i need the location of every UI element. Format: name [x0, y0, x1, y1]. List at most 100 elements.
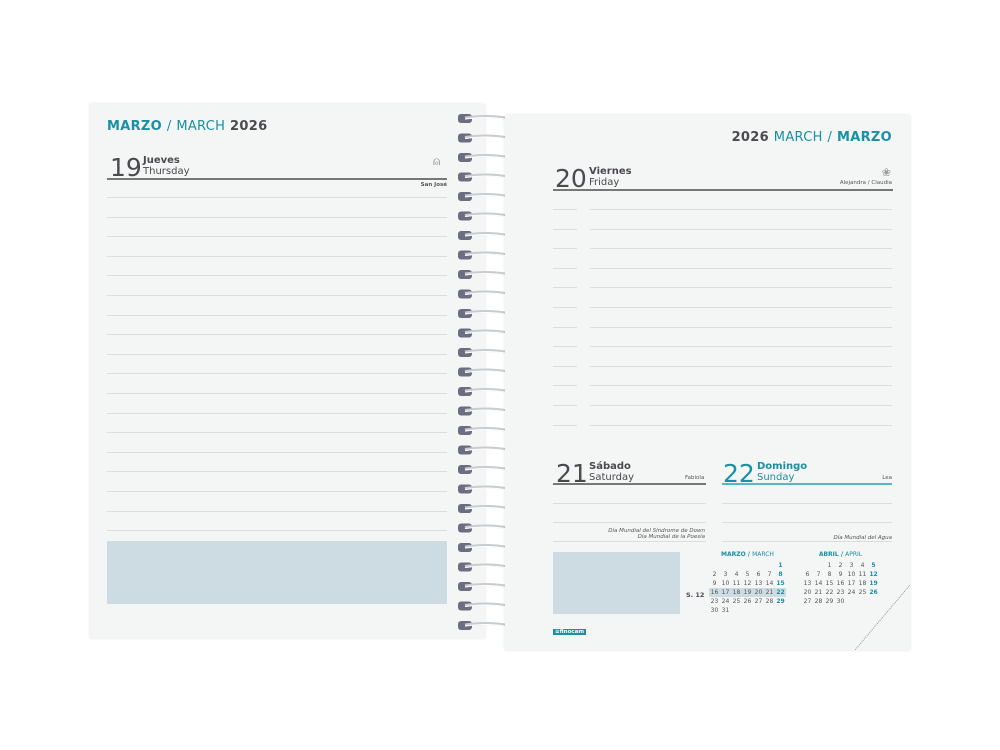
note: Día Mundial de la Poesía — [637, 534, 705, 540]
writing-line — [107, 432, 447, 434]
calendar-day: 6 — [756, 571, 761, 578]
calendar-day: 23 — [710, 598, 719, 605]
day-es: Domingo — [757, 461, 808, 472]
writing-line — [107, 236, 447, 238]
calendar-day: 8 — [827, 571, 832, 578]
writing-line — [553, 287, 577, 289]
calendar-day: 20 — [753, 588, 764, 597]
calendar-day — [709, 561, 720, 570]
calendar-day: 15 — [825, 580, 834, 587]
writing-line — [107, 216, 447, 218]
calendar-week: 20 21 22 23 24 25 26 — [802, 588, 879, 597]
calendar-day: 17 — [847, 580, 856, 587]
calendar-week: 6 7 8 9 10 11 12 — [802, 570, 879, 579]
writing-line — [590, 365, 892, 367]
day-name: Viernes Friday — [589, 166, 632, 188]
calendar-week: 16 17 18 19 20 21 22 — [709, 588, 786, 597]
calendar-day: 13 — [803, 580, 812, 587]
calendar-day: 29 — [825, 598, 834, 605]
calendar-day: 5 — [871, 562, 876, 569]
writing-line — [553, 405, 577, 406]
month-es: MARZO — [107, 119, 162, 134]
calendar-day: 2 — [838, 562, 843, 569]
calendar-day: 14 — [765, 580, 774, 587]
calendar-day: 29 — [776, 598, 785, 605]
month-title: MARZO / MARCH 2026 — [107, 119, 267, 134]
calendar-day: 3 — [723, 571, 728, 578]
writing-line — [107, 451, 447, 453]
calendar-day — [720, 561, 731, 570]
saint-name: San José — [420, 182, 447, 188]
calendar-day — [742, 561, 753, 570]
day-number: 19 — [110, 153, 142, 182]
writing-line — [107, 295, 447, 296]
cal-title: ABRIL / APRIL — [818, 551, 863, 558]
day-rule — [722, 483, 892, 485]
calendar-day: 1 — [827, 562, 832, 569]
mini-calendar-april: ABRIL / APRIL 1 2 3 4 5 6 7 8 9 10 11 12 13 14 15 16 17 1… — [802, 551, 879, 606]
calendar-day — [753, 561, 764, 570]
calendar-day — [764, 561, 775, 570]
calendar-day: 21 — [764, 588, 775, 597]
calendar-day: 9 — [838, 571, 843, 578]
calendar-day: 14 — [814, 580, 823, 587]
writing-line — [107, 393, 447, 394]
calendar-day: 2 — [712, 571, 717, 578]
calendar-day: 25 — [858, 589, 867, 596]
calendar-day: 19 — [742, 588, 753, 597]
calendar-day: 1 — [778, 562, 783, 569]
day-en: Friday — [589, 177, 620, 188]
calendar-day: 20 — [803, 589, 812, 596]
calendar-day: 31 — [721, 607, 730, 614]
day-en: Sunday — [757, 472, 795, 483]
calendar-day: 28 — [814, 598, 823, 605]
calendar-day: 28 — [765, 598, 774, 605]
calendar-day: 18 — [731, 588, 742, 597]
sep: / — [827, 130, 833, 145]
calendar-day: 22 — [825, 589, 834, 596]
calendar-day: 21 — [814, 589, 823, 596]
calendar-day: 27 — [803, 598, 812, 605]
week-label: S. 12 — [686, 591, 705, 599]
month-en: MARCH — [773, 130, 823, 145]
mini-calendar-march: MARZO / MARCH 1 2 3 4 5 6 7 8 9 10 11 12 13 14 15 16 17 1… — [709, 551, 786, 615]
calendar-day: 12 — [743, 580, 752, 587]
writing-line — [107, 197, 447, 198]
writing-line — [590, 326, 892, 328]
notes-box[interactable] — [553, 552, 680, 614]
writing-line — [590, 209, 892, 210]
calendar-day: 25 — [732, 598, 741, 605]
calendar-day: 26 — [743, 598, 752, 605]
calendar-week: 9 10 11 12 13 14 15 — [709, 579, 786, 588]
calendar-day: 15 — [776, 580, 785, 587]
writing-line — [590, 405, 892, 406]
calendar-day: 7 — [816, 571, 821, 578]
day-en: Saturday — [589, 472, 635, 483]
day-es: Sábado — [589, 461, 631, 472]
calendar-day: 24 — [847, 589, 856, 596]
day-rule — [553, 189, 893, 191]
year: 2026 — [230, 119, 268, 134]
calendar-day: 18 — [858, 580, 867, 587]
month-es: MARZO — [837, 130, 892, 145]
writing-line — [107, 275, 447, 277]
calendar-day: 11 — [858, 571, 867, 578]
calendar-day: 4 — [860, 562, 865, 569]
writing-line — [553, 424, 577, 426]
writing-line — [553, 346, 577, 348]
day-name: Domingo Sunday — [757, 461, 807, 483]
calendar-week: 23 24 25 26 27 28 29 — [709, 597, 786, 606]
writing-line — [590, 287, 892, 289]
calendar-week: 1 — [709, 561, 786, 570]
writing-line — [107, 314, 447, 316]
day-es: Viernes — [589, 166, 632, 177]
saint-name: Alejandra / Claudia — [839, 180, 892, 186]
calendar-day: 30 — [710, 607, 719, 614]
notes-box[interactable] — [107, 541, 447, 604]
writing-line — [107, 491, 447, 492]
calendar-day: 16 — [836, 580, 845, 587]
month-en: MARCH — [176, 119, 226, 134]
day-number: 21 — [556, 459, 588, 488]
writing-line — [553, 248, 577, 250]
